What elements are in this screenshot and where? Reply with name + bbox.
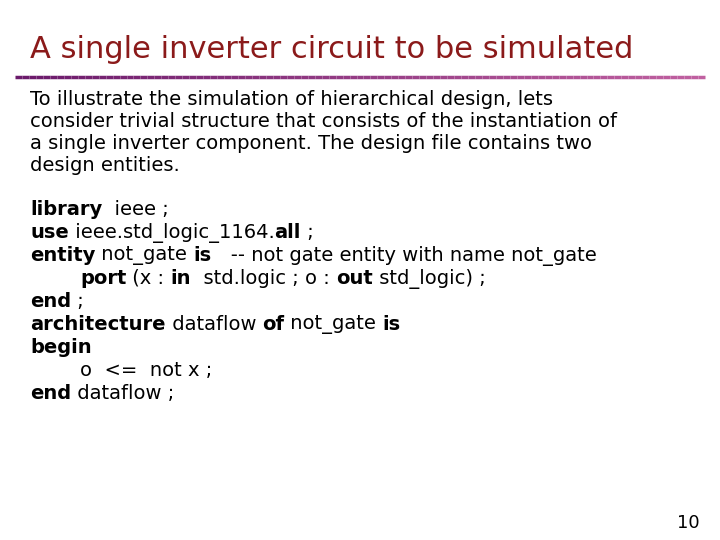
Text: std_logic) ;: std_logic) ; (373, 269, 485, 289)
Text: entity: entity (30, 246, 95, 265)
Text: ;: ; (71, 292, 84, 311)
Text: out: out (336, 269, 373, 288)
Text: (x :: (x : (127, 269, 171, 288)
Text: std.logic ; o :: std.logic ; o : (191, 269, 336, 288)
Text: architecture: architecture (30, 315, 166, 334)
Text: A single inverter circuit to be simulated: A single inverter circuit to be simulate… (30, 35, 634, 64)
Text: of: of (262, 315, 284, 334)
Text: port: port (80, 269, 127, 288)
Text: ieee ;: ieee ; (102, 200, 169, 219)
Text: ;: ; (301, 223, 314, 242)
Text: 10: 10 (678, 514, 700, 532)
Text: end: end (30, 384, 71, 403)
Text: dataflow: dataflow (166, 315, 262, 334)
Text: To illustrate the simulation of hierarchical design, lets: To illustrate the simulation of hierarch… (30, 90, 553, 109)
Text: consider trivial structure that consists of the instantiation of: consider trivial structure that consists… (30, 112, 617, 131)
Text: in: in (171, 269, 191, 288)
Text: is: is (194, 246, 212, 265)
Text: -- not gate entity with name not_gate: -- not gate entity with name not_gate (212, 246, 596, 266)
Text: library: library (30, 200, 102, 219)
Text: dataflow ;: dataflow ; (71, 384, 174, 403)
Text: o  <=  not x ;: o <= not x ; (30, 361, 212, 380)
Text: not_gate: not_gate (284, 315, 382, 334)
Text: a single inverter component. The design file contains two: a single inverter component. The design … (30, 134, 592, 153)
Text: end: end (30, 292, 71, 311)
Text: ieee.std_logic_1164.: ieee.std_logic_1164. (68, 223, 274, 243)
Text: use: use (30, 223, 68, 242)
Text: all: all (274, 223, 301, 242)
Text: not_gate: not_gate (95, 246, 194, 265)
Text: is: is (382, 315, 400, 334)
Text: design entities.: design entities. (30, 156, 180, 175)
Text: begin: begin (30, 338, 91, 357)
